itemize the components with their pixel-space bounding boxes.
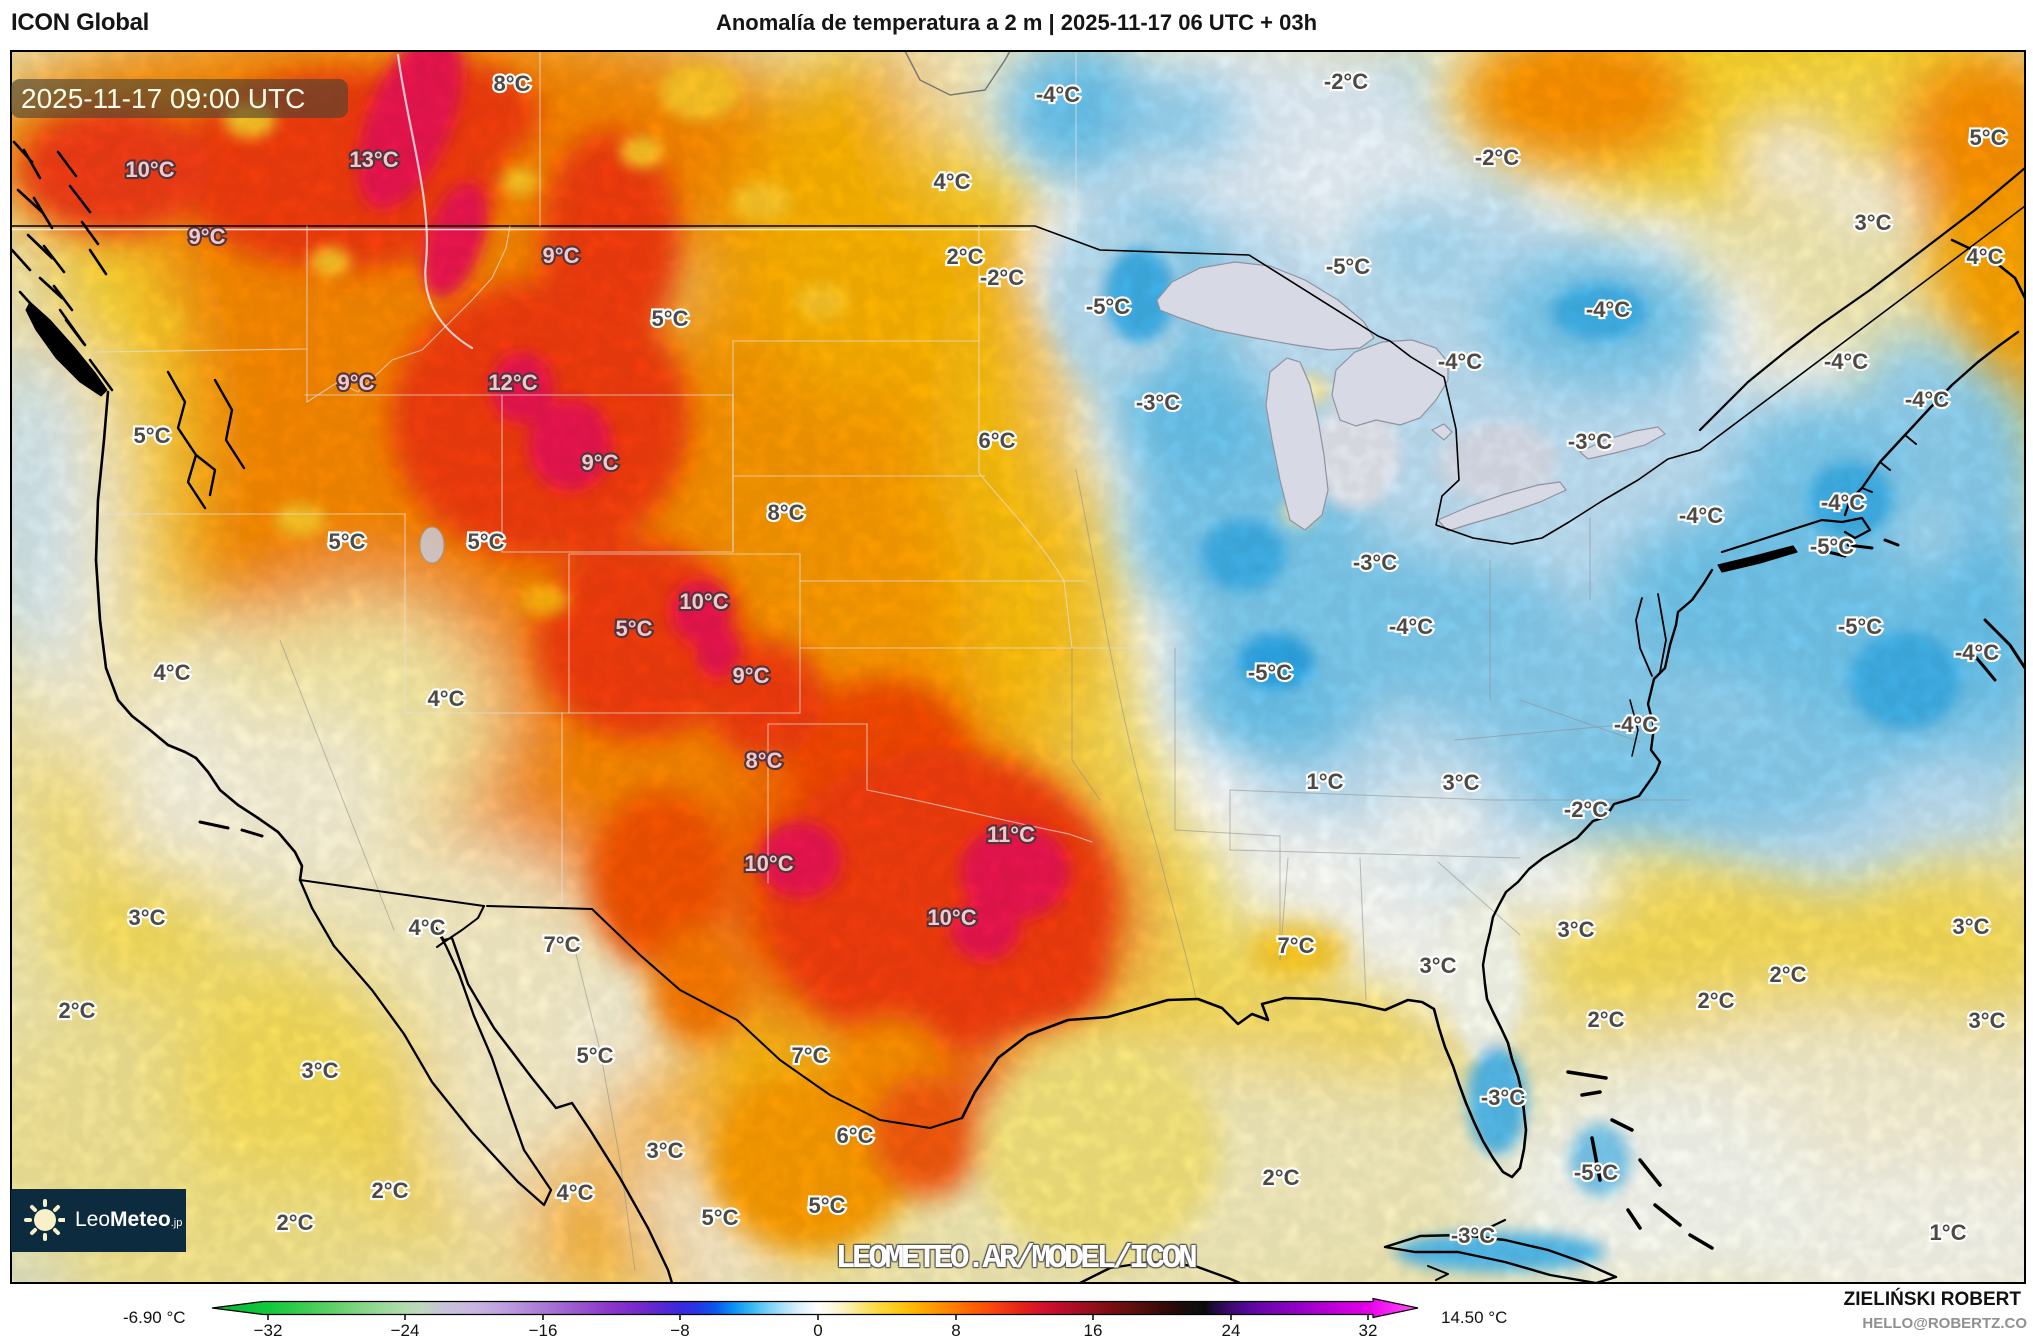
svg-text:−24: −24 [391,1321,420,1339]
svg-text:9°C: 9°C [733,663,770,688]
svg-text:4°C: 4°C [409,915,446,940]
svg-text:1°C: 1°C [1307,769,1344,794]
svg-text:8°C: 8°C [746,748,783,773]
svg-text:-4°C: -4°C [1821,490,1865,515]
svg-text:-3°C: -3°C [1451,1223,1495,1248]
svg-text:3°C: 3°C [1443,770,1480,795]
svg-text:3°C: 3°C [1953,914,1990,939]
svg-text:10°C: 10°C [927,905,976,930]
svg-text:4°C: 4°C [934,169,971,194]
svg-text:9°C: 9°C [338,370,375,395]
svg-text:-5°C: -5°C [1326,254,1370,279]
svg-text:0: 0 [813,1321,822,1339]
svg-text:10°C: 10°C [744,851,793,876]
svg-text:7°C: 7°C [792,1043,829,1068]
svg-text:7°C: 7°C [544,932,581,957]
svg-text:3°C: 3°C [1855,210,1892,235]
svg-text:-4°C: -4°C [1679,503,1723,528]
svg-text:5°C: 5°C [702,1205,739,1230]
svg-text:8: 8 [951,1321,960,1339]
svg-text:24: 24 [1222,1321,1241,1339]
svg-text:2°C: 2°C [59,998,96,1023]
svg-text:4°C: 4°C [557,1180,594,1205]
svg-text:10°C: 10°C [125,157,174,182]
svg-text:2°C: 2°C [947,244,984,269]
svg-text:2°C: 2°C [277,1210,314,1235]
svg-text:10°C: 10°C [679,589,728,614]
svg-text:9°C: 9°C [543,243,580,268]
svg-text:1°C: 1°C [1930,1220,1967,1245]
svg-text:−32: −32 [254,1321,283,1339]
svg-text:5°C: 5°C [652,306,689,331]
svg-text:-2°C: -2°C [980,265,1024,290]
svg-text:-2°C: -2°C [1475,145,1519,170]
svg-text:-4°C: -4°C [1036,82,1080,107]
svg-text:-2°C: -2°C [1324,69,1368,94]
svg-text:13°C: 13°C [349,147,398,172]
svg-text:4°C: 4°C [154,660,191,685]
svg-text:-5°C: -5°C [1574,1160,1618,1185]
svg-text:3°C: 3°C [1420,953,1457,978]
svg-text:-3°C: -3°C [1481,1085,1525,1110]
svg-text:9°C: 9°C [582,450,619,475]
svg-text:-5°C: -5°C [1838,614,1882,639]
svg-text:-4°C: -4°C [1586,297,1630,322]
svg-text:2°C: 2°C [1588,1007,1625,1032]
svg-text:-4°C: -4°C [1389,614,1433,639]
svg-text:9°C: 9°C [189,224,226,249]
svg-text:-5°C: -5°C [1810,534,1854,559]
svg-text:5°C: 5°C [1970,125,2007,150]
svg-text:-4°C: -4°C [1438,349,1482,374]
svg-text:2°C: 2°C [1698,988,1735,1013]
svg-text:−8: −8 [670,1321,689,1339]
svg-text:11°C: 11°C [987,822,1035,847]
svg-text:3°C: 3°C [129,905,166,930]
svg-text:-3°C: -3°C [1353,550,1397,575]
svg-text:-5°C: -5°C [1086,294,1130,319]
svg-text:5°C: 5°C [468,529,505,554]
svg-text:5°C: 5°C [329,529,366,554]
svg-text:4°C: 4°C [1967,244,2004,269]
svg-text:-4°C: -4°C [1905,387,1949,412]
svg-text:5°C: 5°C [134,423,171,448]
svg-text:−16: −16 [529,1321,558,1339]
svg-text:8°C: 8°C [494,71,531,96]
svg-text:6°C: 6°C [837,1123,874,1148]
svg-text:3°C: 3°C [302,1058,339,1083]
svg-text:5°C: 5°C [616,616,653,641]
svg-text:-3°C: -3°C [1568,429,1612,454]
svg-text:6°C: 6°C [979,428,1016,453]
svg-text:32: 32 [1359,1321,1378,1339]
svg-text:3°C: 3°C [1969,1008,2006,1033]
svg-text:2°C: 2°C [1263,1165,1300,1190]
svg-text:3°C: 3°C [1558,917,1595,942]
svg-text:5°C: 5°C [577,1043,614,1068]
svg-text:8°C: 8°C [768,500,805,525]
svg-text:-4°C: -4°C [1824,349,1868,374]
svg-text:3°C: 3°C [647,1138,684,1163]
svg-text:7°C: 7°C [1278,933,1315,958]
svg-text:5°C: 5°C [809,1193,846,1218]
svg-text:4°C: 4°C [428,686,465,711]
svg-text:16: 16 [1084,1321,1103,1339]
svg-text:2°C: 2°C [1770,962,1807,987]
svg-text:-4°C: -4°C [1614,712,1658,737]
svg-text:12°C: 12°C [488,370,537,395]
svg-text:2°C: 2°C [372,1178,409,1203]
svg-text:-5°C: -5°C [1248,660,1292,685]
svg-text:-2°C: -2°C [1564,797,1608,822]
svg-text:-4°C: -4°C [1955,640,1999,665]
svg-text:-3°C: -3°C [1136,390,1180,415]
